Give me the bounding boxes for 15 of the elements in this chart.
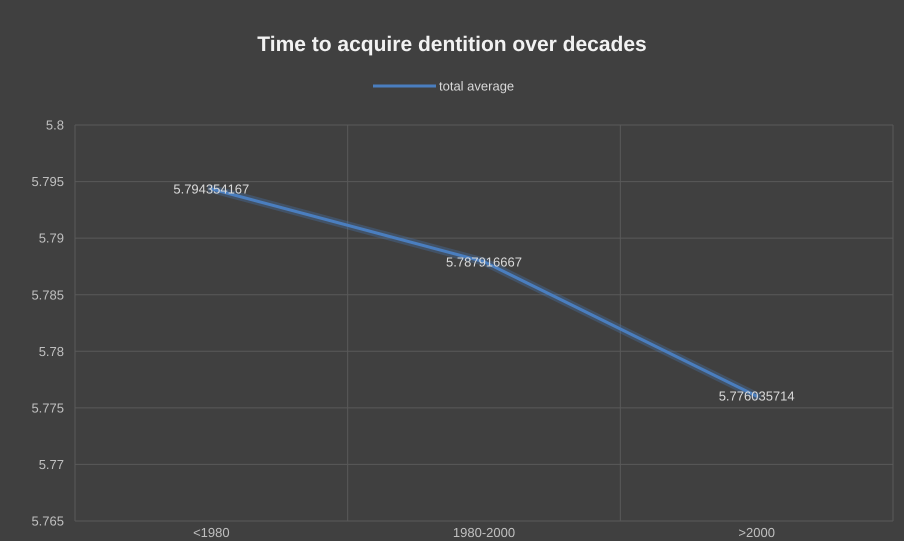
x-tick-label: <1980 <box>193 525 230 540</box>
y-tick-label: 5.78 <box>38 344 64 359</box>
x-tick-label: 1980-2000 <box>452 525 516 540</box>
y-tick-label: 5.775 <box>31 400 64 416</box>
data-label: 5.794354167 <box>173 181 250 196</box>
y-tick-label: 5.77 <box>38 456 64 472</box>
y-tick-label: 5.8 <box>46 118 64 133</box>
x-tick-label: >2000 <box>738 525 775 540</box>
y-tick-label: 5.765 <box>31 514 64 529</box>
chart-title: Time to acquire dentition over decades <box>257 33 647 56</box>
y-tick-label: 5.79 <box>38 230 64 246</box>
legend-label: total average <box>439 78 514 94</box>
y-tick-label: 5.795 <box>31 174 64 190</box>
data-label: 5.776035714 <box>718 388 795 404</box>
y-tick-label: 5.785 <box>31 287 64 302</box>
